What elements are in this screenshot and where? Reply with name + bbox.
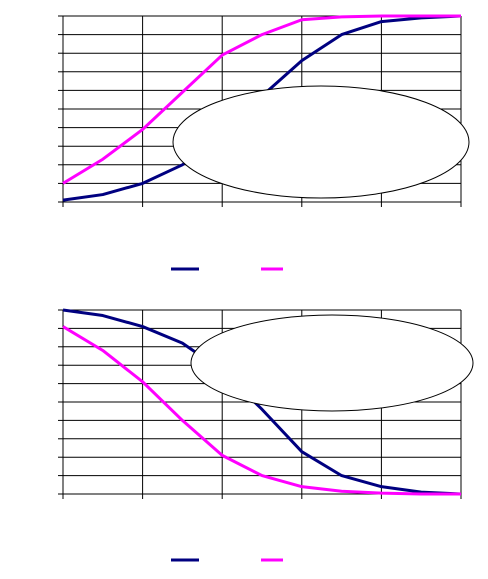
callout-ellipse [190,314,474,412]
line-series [62,325,461,496]
line-series [62,308,462,496]
line-series [62,14,461,185]
callout-ellipse [172,85,470,199]
